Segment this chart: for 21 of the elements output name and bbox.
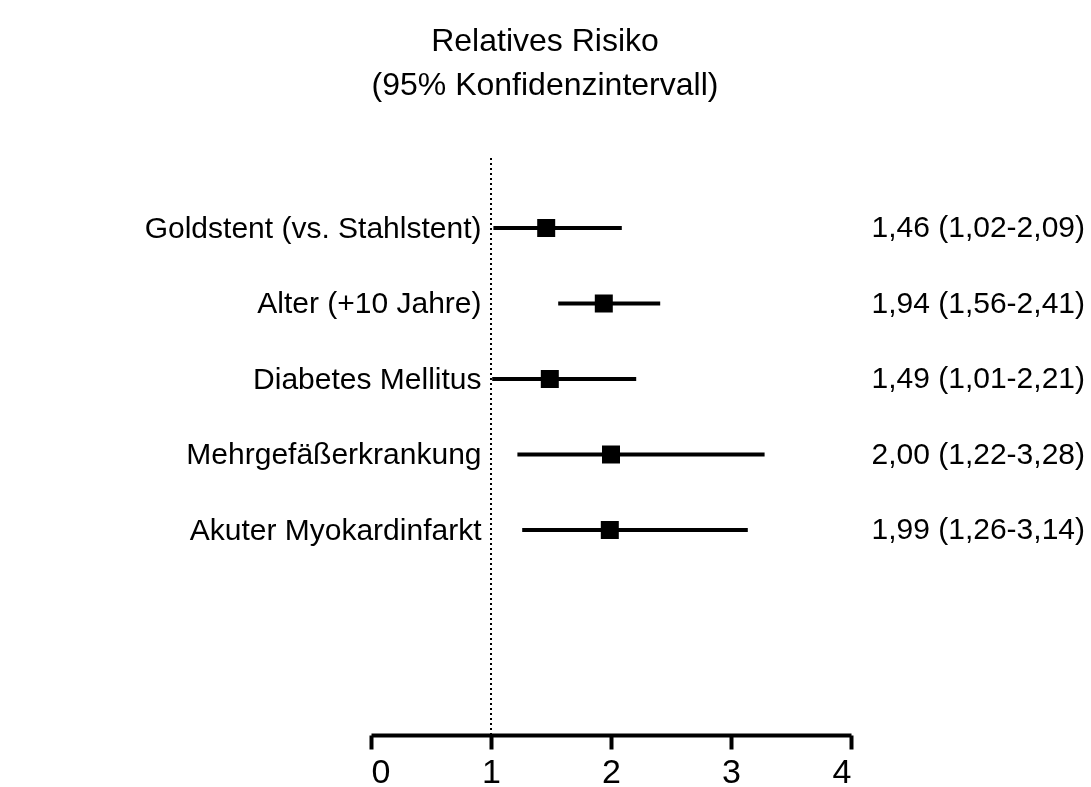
x-tick-label: 4 bbox=[832, 751, 852, 787]
data-label: 1,99 (1,26-3,14) bbox=[871, 512, 1085, 545]
chart-title: Relatives Risiko (95% Konfidenzintervall) bbox=[371, 22, 719, 102]
data-label: 1,49 (1,01-2,21) bbox=[871, 361, 1085, 394]
point bbox=[600, 521, 619, 539]
x-tick-label: 2 bbox=[602, 751, 621, 787]
x-tick-label: 3 bbox=[722, 751, 741, 787]
y-tick-label: Diabetes Mellitus bbox=[253, 361, 482, 395]
point bbox=[602, 445, 620, 464]
x-tick-label: 1 bbox=[482, 751, 501, 787]
y-tick-label: Akuter Myokardinfarkt bbox=[189, 512, 483, 546]
point bbox=[594, 294, 613, 313]
y-tick-label: Mehrgefäßerkrankung bbox=[186, 437, 482, 470]
data-label: 1,46 (1,02-2,09) bbox=[871, 210, 1085, 243]
point bbox=[540, 370, 559, 388]
data-label: 1,94 (1,56-2,41) bbox=[871, 285, 1085, 319]
y-tick-label: Alter (+10 Jahre) bbox=[257, 286, 482, 319]
point bbox=[537, 219, 556, 237]
x-tick-label: 0 bbox=[371, 751, 391, 787]
y-tick-label: Goldstent (vs. Stahlstent) bbox=[144, 210, 482, 244]
data-label: 2,00 (1,22-3,28) bbox=[871, 436, 1085, 470]
